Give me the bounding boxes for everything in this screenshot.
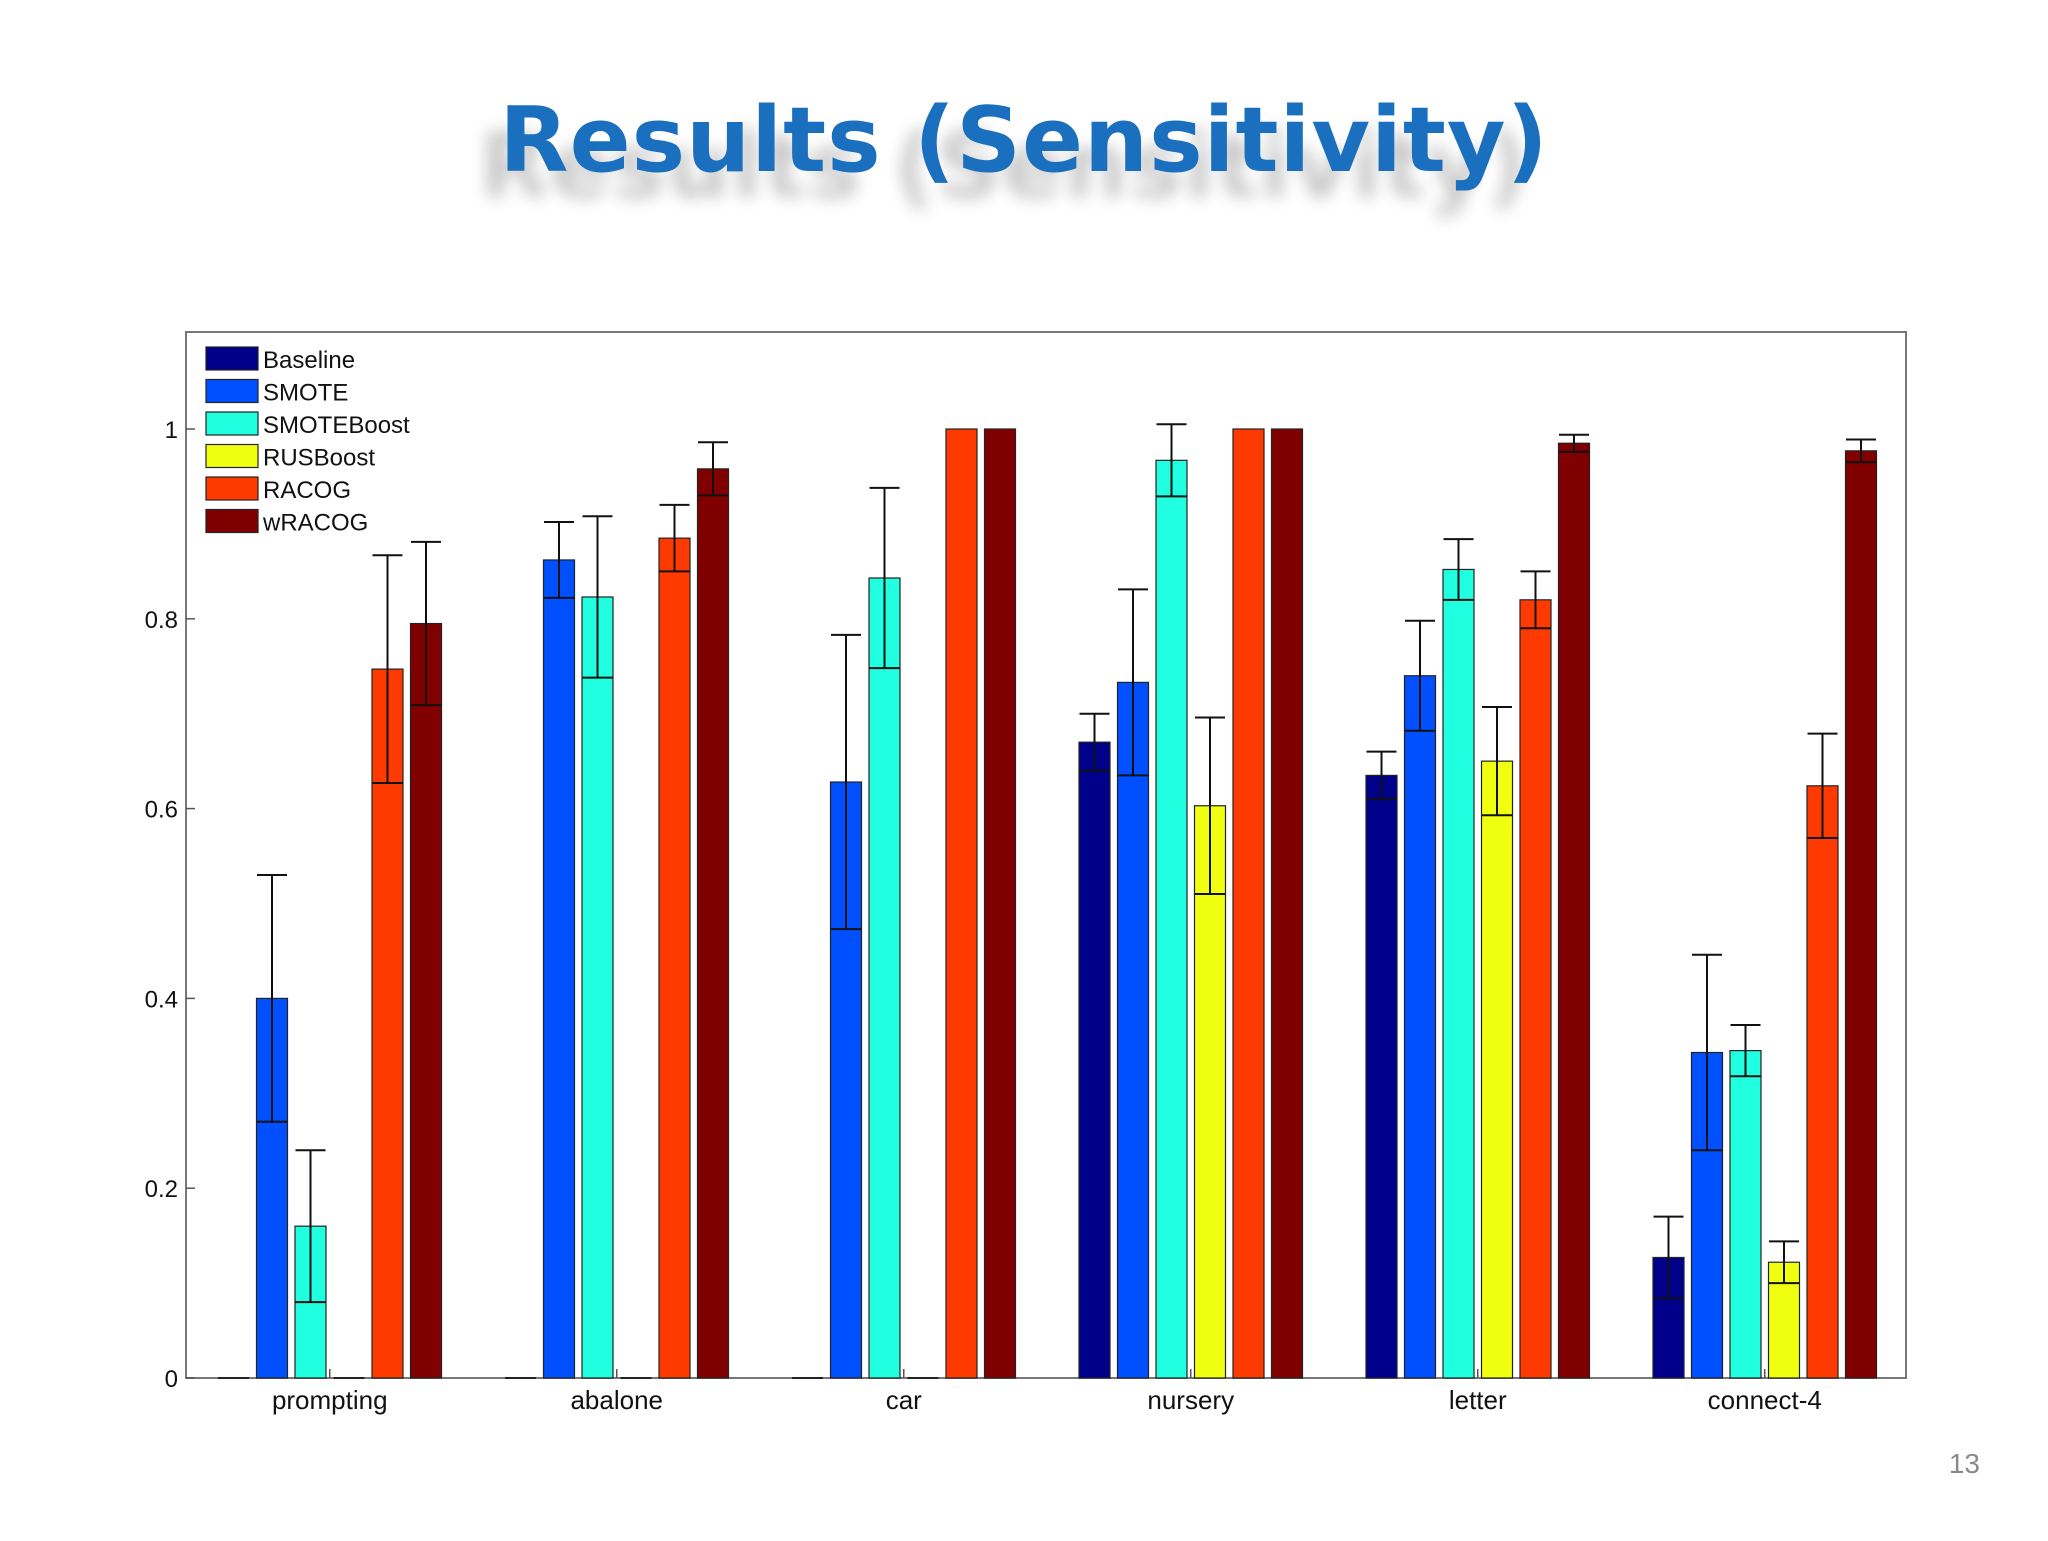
x-tick-label: abalone (570, 1385, 663, 1415)
bar (542, 559, 576, 1379)
bar (1519, 599, 1552, 1379)
y-tick-label: 1 (165, 417, 178, 444)
bar (1403, 675, 1437, 1379)
bar (1270, 428, 1304, 1379)
legend-swatch (205, 476, 259, 501)
bar (1557, 442, 1591, 1379)
x-tick-label: connect-4 (1708, 1385, 1822, 1415)
legend-label: wRACOG (262, 510, 368, 537)
slide-title: Results (Sensitivity) (499, 88, 1549, 193)
legend-label: Baseline (263, 347, 355, 374)
bar (1729, 1049, 1762, 1379)
bar (658, 537, 691, 1379)
bar (1232, 428, 1265, 1379)
y-tick-label: 0.8 (145, 607, 178, 634)
bar (868, 577, 901, 1379)
bar (983, 428, 1017, 1379)
bar (1155, 459, 1188, 1379)
x-tick-label: car (886, 1385, 922, 1415)
legend-swatch (205, 411, 259, 436)
legend-swatch (205, 443, 259, 469)
legend-label: RACOG (263, 477, 351, 504)
bar (1844, 450, 1878, 1379)
y-tick-label: 0 (165, 1366, 178, 1393)
y-tick-label: 0.4 (145, 986, 178, 1013)
bar (1116, 681, 1150, 1379)
legend-swatch (205, 508, 259, 534)
legend-label: RUSBoost (263, 445, 375, 472)
bar (696, 468, 730, 1379)
bar (1806, 785, 1839, 1379)
bar (1365, 774, 1398, 1379)
bar (1078, 741, 1111, 1379)
bar (945, 428, 978, 1379)
bar (371, 668, 404, 1379)
y-tick-label: 0.2 (145, 1176, 178, 1203)
y-tick-label: 0.6 (145, 797, 178, 824)
x-tick-label: letter (1449, 1385, 1507, 1415)
page-number: 13 (1948, 1448, 1980, 1479)
bar (1193, 805, 1227, 1379)
legend-swatch (205, 378, 259, 404)
x-tick-label: prompting (272, 1385, 388, 1415)
bar (1442, 568, 1475, 1379)
bar (1480, 760, 1514, 1379)
legend-swatch (205, 346, 259, 371)
bar (409, 622, 443, 1379)
x-tick-label: nursery (1147, 1385, 1234, 1415)
bar (581, 596, 614, 1379)
plot-frame (185, 331, 1907, 1379)
legend-label: SMOTE (263, 380, 348, 407)
legend-label: SMOTEBoost (263, 412, 410, 439)
